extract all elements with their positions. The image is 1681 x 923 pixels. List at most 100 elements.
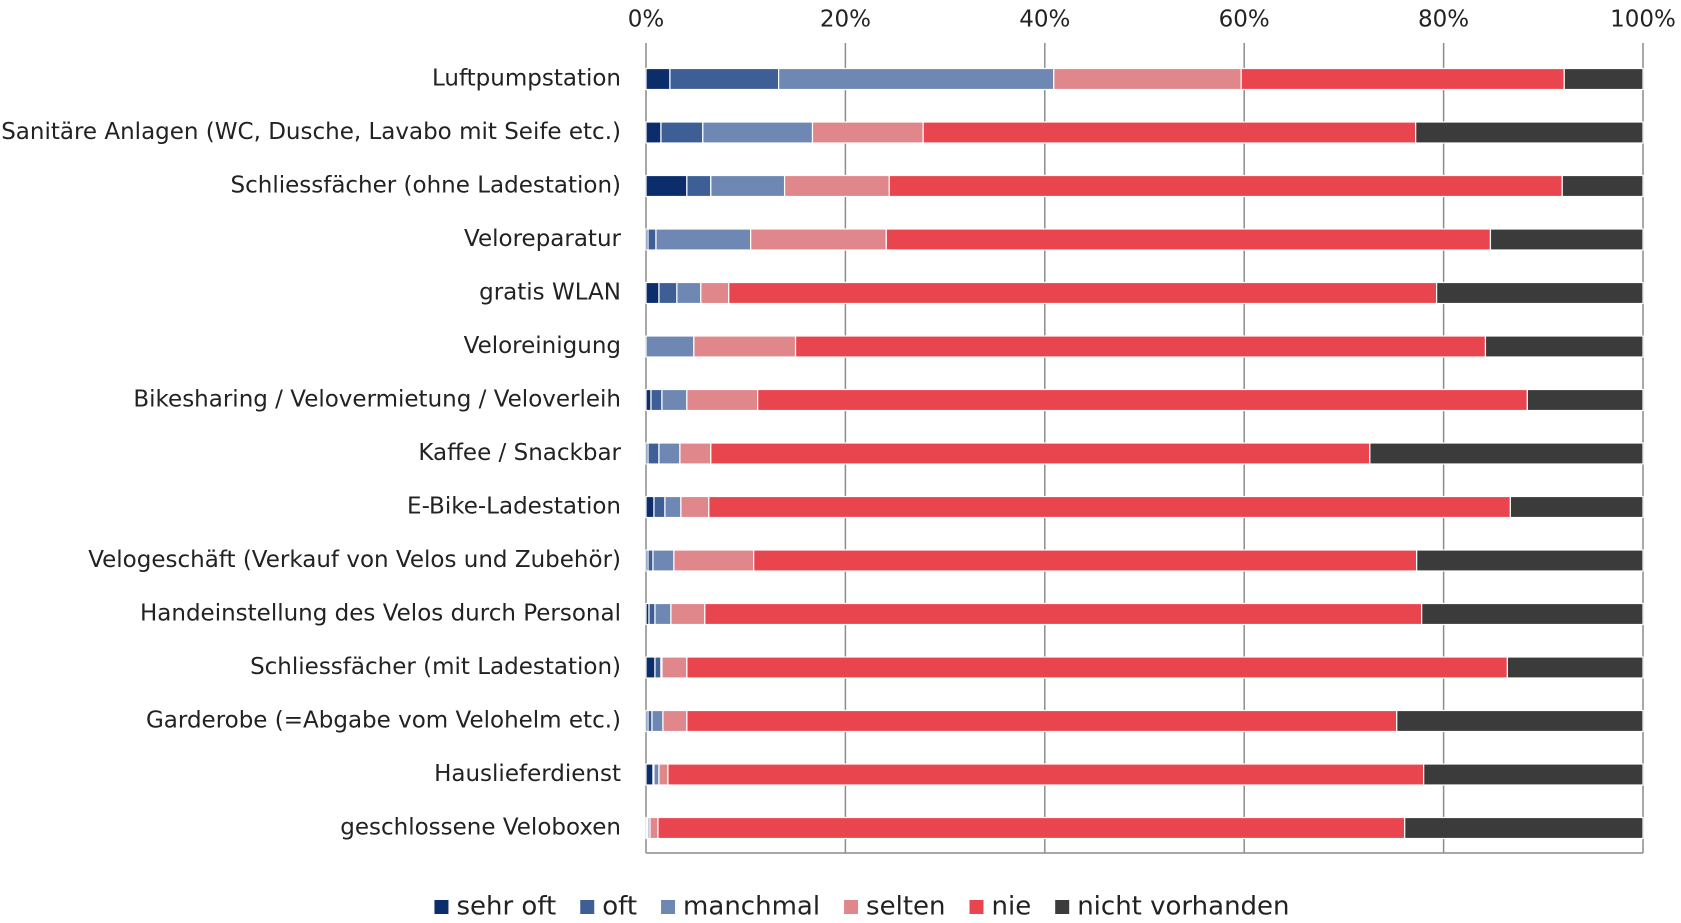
bar-segment xyxy=(757,388,1528,412)
legend-label: oft xyxy=(602,892,637,922)
category-label: gratis WLAN xyxy=(479,280,621,306)
bar-segment xyxy=(679,442,712,465)
bar-segment xyxy=(650,388,663,412)
bar-segment xyxy=(645,388,652,412)
category-label: Handeinstellung des Velos durch Personal xyxy=(140,601,621,627)
bar-segment xyxy=(651,709,664,733)
bar-segment xyxy=(658,442,681,465)
bar-segment xyxy=(654,602,672,626)
bar-segment xyxy=(645,335,695,358)
bar-segment xyxy=(645,495,655,519)
bar-segment xyxy=(649,816,659,840)
bar-segment xyxy=(710,442,1371,465)
bar-segment xyxy=(1416,549,1644,572)
bar-segment xyxy=(645,656,656,679)
bar-segment xyxy=(811,121,924,144)
category-label: Schliessfächer (mit Ladestation) xyxy=(250,654,621,680)
category-label: Velogeschäft (Verkauf von Velos und Zube… xyxy=(88,547,621,573)
bar-segment xyxy=(645,174,688,198)
x-tick-label: 100% xyxy=(1610,7,1676,33)
bar-segment xyxy=(1053,67,1242,91)
category-label: E-Bike-Ladestation xyxy=(407,494,621,520)
bar-segment xyxy=(667,763,1425,786)
bar-segment xyxy=(693,335,797,358)
bar-segment xyxy=(1484,335,1644,358)
bar-segment xyxy=(655,228,752,251)
bar-segment xyxy=(1404,816,1644,840)
bar-segment xyxy=(654,656,662,679)
bar-segment xyxy=(653,763,660,786)
bar-segment xyxy=(669,67,780,91)
bar-segment xyxy=(922,121,1417,144)
bar-segment xyxy=(652,549,675,572)
category-label: Luftpumpstation xyxy=(432,66,621,92)
bar-segment xyxy=(1489,228,1644,251)
bar-segment xyxy=(658,763,669,786)
bar-segment xyxy=(728,281,1438,305)
x-tick-label: 20% xyxy=(820,7,871,33)
category-label: Sanitäre Anlagen (WC, Dusche, Lavabo mit… xyxy=(1,119,621,145)
legend-label: manchmal xyxy=(683,892,820,922)
bar-segment xyxy=(647,549,654,572)
bar-segment xyxy=(647,228,657,251)
bar-segment xyxy=(1240,67,1565,91)
legend-swatch xyxy=(580,900,595,914)
category-label: Veloreinigung xyxy=(464,333,621,359)
bar-segment xyxy=(645,67,671,91)
x-tick-label: 80% xyxy=(1418,7,1469,33)
legend-label: nie xyxy=(991,892,1031,922)
x-tick-label: 60% xyxy=(1219,7,1270,33)
legend-swatch xyxy=(1055,900,1070,914)
bar-segment xyxy=(653,495,666,519)
legend-swatch xyxy=(844,900,859,914)
bar-segment xyxy=(686,174,712,198)
bar-segment xyxy=(710,174,786,198)
x-tick-label: 0% xyxy=(628,7,665,33)
bar-segment xyxy=(1396,709,1644,733)
bar-segment xyxy=(1563,67,1644,91)
bar-segment xyxy=(702,121,814,144)
bar-segment xyxy=(700,281,730,305)
bar-segment xyxy=(661,388,688,412)
bar-segment xyxy=(647,442,660,465)
bar-segment xyxy=(753,549,1418,572)
category-label: Veloreparatur xyxy=(464,226,622,252)
bar-segment xyxy=(778,67,1055,91)
bar-segment xyxy=(686,656,1509,679)
bar-segment xyxy=(1506,656,1644,679)
bar-segment xyxy=(648,602,656,626)
legend: sehr oft oft manchmal selten nie nicht vorhan… xyxy=(434,892,1290,922)
category-label: Kaffee / Snackbar xyxy=(418,440,621,466)
bar-segment xyxy=(657,816,1406,840)
category-label: Hauslieferdienst xyxy=(434,761,621,787)
bar-segment xyxy=(1526,388,1644,412)
bar-segment xyxy=(673,549,755,572)
bar-segment xyxy=(662,709,688,733)
category-label: Schliessfächer (ohne Ladestation) xyxy=(231,173,622,199)
bar-segment xyxy=(708,495,1511,519)
bar-segment xyxy=(645,121,662,144)
bar-segment xyxy=(658,281,678,305)
bar-segment xyxy=(783,174,890,198)
bar-segment xyxy=(1561,174,1644,198)
bar-segment xyxy=(680,495,710,519)
bar-segment xyxy=(670,602,706,626)
bar-segment xyxy=(794,335,1487,358)
bar-segment xyxy=(661,656,688,679)
bar-segment xyxy=(750,228,887,251)
bar-segment xyxy=(660,121,704,144)
bar-segment xyxy=(645,763,654,786)
bar-segment xyxy=(704,602,1423,626)
legend-label: selten xyxy=(866,892,945,922)
bar-segment xyxy=(686,388,759,412)
bar-segment xyxy=(1436,281,1644,305)
category-label: geschlossene Veloboxen xyxy=(340,815,621,841)
legend-label: nicht vorhanden xyxy=(1077,892,1289,922)
bar-segment xyxy=(888,174,1563,198)
x-tick-label: 40% xyxy=(1019,7,1070,33)
bar-segment xyxy=(664,495,682,519)
legend-swatch xyxy=(434,900,449,914)
bar-segment xyxy=(676,281,702,305)
category-label: Bikesharing / Velovermietung / Veloverle… xyxy=(133,387,621,413)
